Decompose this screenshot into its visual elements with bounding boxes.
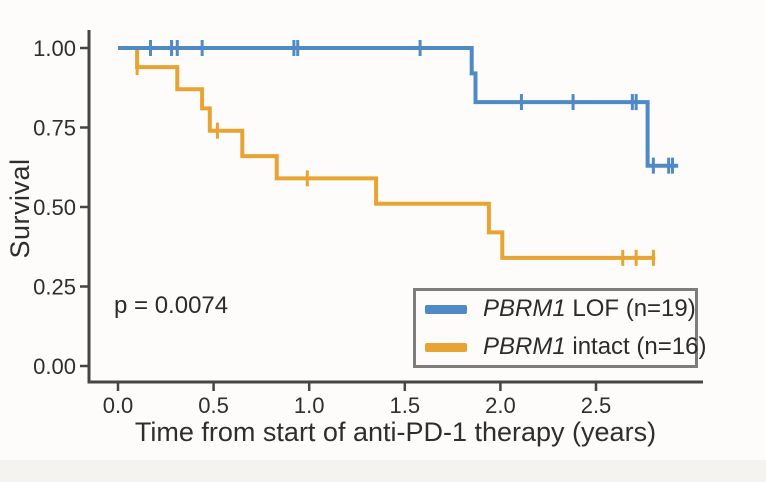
legend-gene-lof: PBRM1	[483, 295, 566, 322]
x-tick-label: 1.0	[294, 393, 325, 418]
legend-box: PBRM1 LOF (n=19) PBRM1 intact (n=16)	[413, 288, 706, 368]
legend-label-lof: PBRM1 LOF (n=19)	[483, 295, 696, 323]
y-tick-label: 0.00	[33, 354, 76, 379]
x-tick-label: 0.5	[198, 393, 229, 418]
legend-entry-pbrm1-intact: PBRM1 intact (n=16)	[425, 333, 706, 361]
legend-swatch-intact-line	[425, 342, 467, 352]
y-tick-label: 1.00	[33, 36, 76, 61]
y-tick-label: 0.25	[33, 275, 76, 300]
legend-label-intact: PBRM1 intact (n=16)	[483, 333, 706, 361]
legend-gene-intact: PBRM1	[483, 333, 566, 360]
x-tick-label: 2.0	[485, 393, 516, 418]
x-tick-label: 2.5	[581, 393, 612, 418]
y-tick-label: 0.75	[33, 116, 76, 141]
bottom-margin-band	[0, 460, 766, 482]
p-value-annotation: p = 0.0074	[114, 292, 229, 319]
x-tick-label: 0.0	[103, 393, 134, 418]
legend-entry-pbrm1-lof: PBRM1 LOF (n=19)	[425, 295, 696, 323]
legend-swatch-lof-line	[425, 304, 467, 314]
legend-rest-intact: intact (n=16)	[565, 333, 707, 360]
km-curve-pbrm1-intact	[118, 46, 656, 260]
km-curve-pbrm1-lof	[118, 46, 679, 168]
y-tick-label: 0.50	[33, 195, 76, 220]
legend-rest-lof: LOF (n=19)	[565, 295, 696, 322]
x-tick-label: 1.5	[390, 393, 421, 418]
x-axis-title: Time from start of anti-PD-1 therapy (ye…	[134, 417, 657, 447]
y-axis-title: Survival	[5, 158, 35, 259]
